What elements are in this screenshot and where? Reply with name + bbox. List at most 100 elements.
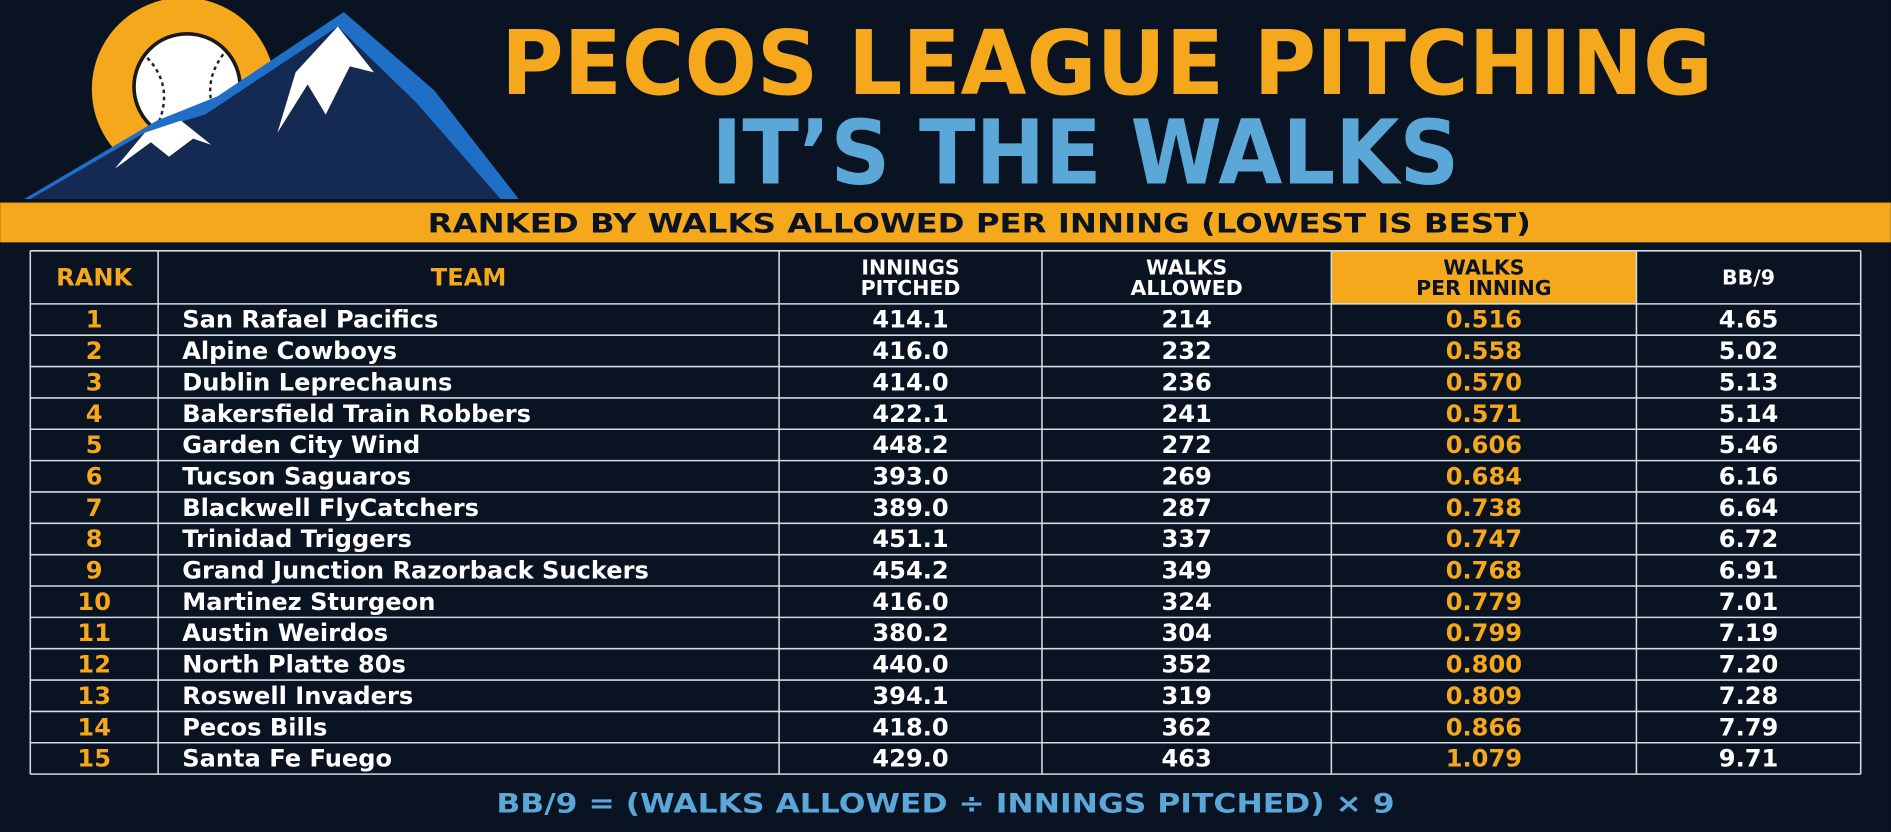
- rank: 3: [86, 368, 103, 396]
- innings-pitched: 416.0: [872, 337, 948, 365]
- rank: 6: [86, 462, 103, 490]
- innings-pitched: 394.1: [872, 682, 948, 710]
- team-name: Dublin Leprechauns: [182, 368, 452, 396]
- walks-allowed: 304: [1161, 619, 1211, 647]
- innings-pitched: 440.0: [872, 651, 948, 679]
- team-name: Austin Weirdos: [182, 619, 388, 647]
- team-name: Santa Fe Fuego: [182, 745, 392, 773]
- column-header: WALKS: [1146, 255, 1227, 279]
- bb9: 5.14: [1719, 400, 1779, 428]
- walks-per-inning: 0.779: [1446, 588, 1522, 616]
- walks-allowed: 337: [1161, 525, 1211, 553]
- banner: [0, 202, 1891, 243]
- innings-pitched: 429.0: [872, 745, 948, 773]
- bb9: 7.20: [1719, 651, 1779, 679]
- mountain: [30, 26, 501, 199]
- walks-per-inning: 0.738: [1446, 494, 1522, 522]
- team-name: Pecos Bills: [182, 713, 327, 741]
- innings-pitched: 380.2: [872, 619, 948, 647]
- walks-per-inning: 0.684: [1446, 462, 1522, 490]
- team-name: Garden City Wind: [182, 431, 420, 459]
- innings-pitched: 422.1: [872, 400, 948, 428]
- innings-pitched: 393.0: [872, 462, 948, 490]
- walks-allowed: 232: [1161, 337, 1211, 365]
- column-header: WALKS: [1443, 255, 1524, 279]
- rank: 4: [86, 400, 103, 428]
- column-header: INNINGS: [861, 255, 959, 279]
- walks-per-inning: 0.799: [1446, 619, 1522, 647]
- bb9: 6.91: [1719, 557, 1779, 585]
- innings-pitched: 454.2: [872, 557, 948, 585]
- bb9: 6.72: [1719, 525, 1779, 553]
- walks-per-inning: 0.747: [1446, 525, 1522, 553]
- team-name: Blackwell FlyCatchers: [182, 494, 479, 522]
- walks-per-inning: 0.570: [1446, 368, 1522, 396]
- walks-allowed: 319: [1161, 682, 1211, 710]
- team-name: Bakersfield Train Robbers: [182, 400, 531, 428]
- rank: 8: [86, 525, 103, 553]
- walks-per-inning: 0.809: [1446, 682, 1522, 710]
- title: PECOS LEAGUE PITCHING: [501, 12, 1713, 116]
- rank: 1: [86, 306, 103, 334]
- innings-pitched: 414.0: [872, 368, 948, 396]
- column-header: PITCHED: [861, 276, 961, 300]
- innings-pitched: 451.1: [872, 525, 948, 553]
- walks-per-inning: 0.516: [1446, 306, 1522, 334]
- walks-allowed: 349: [1161, 557, 1211, 585]
- walks-allowed: 324: [1161, 588, 1211, 616]
- walks-per-inning: 0.768: [1446, 557, 1522, 585]
- walks-per-inning: 0.558: [1446, 337, 1522, 365]
- bb9: 6.16: [1719, 462, 1779, 490]
- rank: 15: [77, 745, 111, 773]
- logo: [24, 0, 519, 199]
- team-name: Trinidad Triggers: [182, 525, 412, 553]
- rank: 14: [77, 713, 111, 741]
- footer-formula: BB/9 = (WALKS ALLOWED ÷ INNINGS PITCHED)…: [496, 789, 1394, 820]
- subtitle: IT’S THE WALKS: [712, 101, 1460, 205]
- walks-allowed: 463: [1161, 745, 1211, 773]
- snow-small: [114, 120, 212, 169]
- walks-per-inning: 0.800: [1446, 651, 1522, 679]
- team-name: San Rafael Pacifics: [182, 306, 438, 334]
- walks-allowed: 214: [1161, 306, 1211, 334]
- wpi-header-cell: [1331, 250, 1637, 304]
- bb9: 7.19: [1719, 619, 1779, 647]
- walks-per-inning: 0.866: [1446, 713, 1522, 741]
- bb9: 4.65: [1719, 306, 1779, 334]
- column-header: PER INNING: [1416, 276, 1551, 300]
- walks-allowed: 236: [1161, 368, 1211, 396]
- team-name: Martinez Sturgeon: [182, 588, 435, 616]
- column-header: TEAM: [431, 264, 507, 292]
- rank: 2: [86, 337, 103, 365]
- column-header: ALLOWED: [1131, 276, 1243, 300]
- walks-allowed: 241: [1161, 400, 1211, 428]
- column-header: BB/9: [1722, 266, 1775, 290]
- banner-text: RANKED BY WALKS ALLOWED PER INNING (LOWE…: [428, 209, 1531, 240]
- walks-allowed: 272: [1161, 431, 1211, 459]
- bb9: 9.71: [1719, 745, 1779, 773]
- team-name: Alpine Cowboys: [182, 337, 397, 365]
- team-name: North Platte 80s: [182, 651, 406, 679]
- walks-per-inning: 0.571: [1446, 400, 1522, 428]
- rank: 7: [86, 494, 103, 522]
- rank: 10: [77, 588, 111, 616]
- rank: 13: [77, 682, 111, 710]
- team-name: Tucson Saguaros: [182, 462, 411, 490]
- bb9: 6.64: [1719, 494, 1779, 522]
- rank: 9: [86, 557, 103, 585]
- team-name: Grand Junction Razorback Suckers: [182, 557, 649, 585]
- bb9: 7.79: [1719, 713, 1779, 741]
- innings-pitched: 418.0: [872, 713, 948, 741]
- innings-pitched: 389.0: [872, 494, 948, 522]
- walks-allowed: 269: [1161, 462, 1211, 490]
- snow: [277, 26, 374, 133]
- column-header: RANK: [56, 264, 133, 292]
- walks-allowed: 287: [1161, 494, 1211, 522]
- bb9: 7.01: [1719, 588, 1779, 616]
- rank: 11: [77, 619, 111, 647]
- table: RANK TEAM INNINGSPITCHEDWALKSALLOWEDWALKSP…: [29, 250, 1862, 775]
- walks-per-inning: 0.606: [1446, 431, 1522, 459]
- bb9: 5.02: [1719, 337, 1779, 365]
- bb9: 5.46: [1719, 431, 1779, 459]
